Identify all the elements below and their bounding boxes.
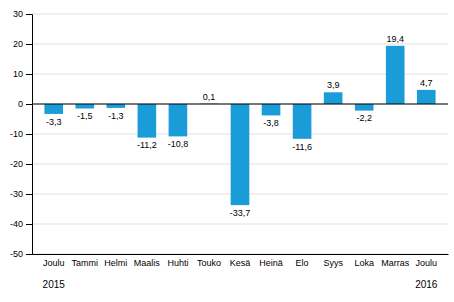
x-tick: Kesä: [230, 258, 251, 268]
y-tick-label: -10: [10, 129, 23, 139]
x-tick-label: Maalis: [134, 258, 161, 268]
x-tick-label: Touko: [197, 258, 221, 268]
bar: [231, 104, 250, 205]
x-tick-label: Helmi: [104, 258, 127, 268]
y-tick-label: 30: [13, 9, 23, 19]
x-tick-label: Joulu: [416, 258, 438, 268]
bars: [44, 46, 435, 205]
zero-line: [32, 104, 448, 105]
y-axis-line: [26, 15, 33, 255]
x-tick-label: Marras: [381, 258, 410, 268]
y-tick-mark: [26, 44, 32, 45]
x-tick: Heinä: [259, 258, 283, 268]
x-tick: Joulu: [43, 258, 65, 268]
x-axis-line: [33, 254, 449, 255]
x-tick: Elo: [296, 258, 309, 268]
data-labels: -3,3 -1,5 -1,3 -11,2 -10,8 0,1 -33,7 -3,8 -11,6 3…: [46, 34, 433, 218]
data-label: -11,2: [137, 140, 157, 150]
y-tick-mark: [26, 224, 32, 225]
y-tick: 20: [13, 39, 32, 49]
y-tick-mark: [26, 14, 32, 15]
grid-line: [32, 254, 448, 255]
data-label: -3,8: [263, 118, 279, 128]
y-tick-label: 10: [13, 69, 23, 79]
x-tick-label: Huhti: [167, 258, 188, 268]
grid: [32, 14, 448, 254]
annotations: 2015 2016: [43, 279, 438, 290]
y-tick: -10: [10, 129, 32, 139]
bar: [138, 104, 157, 138]
y-tick-label: -50: [10, 249, 23, 259]
annotation: 2015: [43, 279, 66, 290]
y-tick-mark: [26, 194, 32, 195]
y-tick: -40: [10, 219, 32, 229]
x-axis: Joulu Tammi Helmi Maalis Huhti Touko Kesä Heinä…: [33, 255, 449, 269]
x-tick: Syys: [323, 258, 343, 268]
data-label: -1,3: [108, 111, 124, 121]
chart: -50 -40 -30 -20 -10 0 10 20 30 Joulu Tammi Helmi Maa…: [0, 0, 454, 302]
x-tick-label: Heinä: [259, 258, 283, 268]
x-tick: Joulu: [416, 258, 438, 268]
bar: [107, 104, 126, 108]
data-label: 19,4: [386, 34, 404, 44]
bar: [44, 104, 63, 114]
y-tick-label: -30: [10, 189, 23, 199]
grid-line: [32, 224, 448, 225]
bar: [386, 46, 405, 104]
x-tick-label: Syys: [323, 258, 343, 268]
y-tick-label: 20: [13, 39, 23, 49]
x-tick: Touko: [197, 258, 221, 268]
x-tick-label: Kesä: [230, 258, 251, 268]
x-tick-label: Elo: [296, 258, 309, 268]
data-label: -1,5: [77, 111, 93, 121]
y-tick-label: -40: [10, 219, 23, 229]
x-tick: Helmi: [104, 258, 127, 268]
bar: [262, 104, 281, 115]
y-tick-mark: [26, 134, 32, 135]
data-label: -2,2: [356, 113, 372, 123]
y-axis: -50 -40 -30 -20 -10 0 10 20 30: [10, 9, 33, 259]
x-tick-label: Tammi: [72, 258, 99, 268]
data-label: 3,9: [327, 80, 340, 90]
x-tick: Marras: [381, 258, 410, 268]
x-tick-label: Loka: [354, 258, 374, 268]
x-tick: Maalis: [134, 258, 161, 268]
y-tick: -20: [10, 159, 32, 169]
y-tick-mark: [26, 74, 32, 75]
y-tick: 0: [18, 99, 32, 109]
plot: -50 -40 -30 -20 -10 0 10 20 30 Joulu Tammi Helmi Maa…: [10, 9, 449, 290]
y-tick: 30: [13, 9, 32, 19]
grid-line: [32, 14, 448, 15]
bar: [355, 104, 374, 111]
y-tick-mark: [26, 164, 32, 165]
y-tick: 10: [13, 69, 32, 79]
y-tick: -50: [10, 249, 32, 259]
grid-line: [32, 104, 448, 105]
x-tick: Huhti: [167, 258, 188, 268]
bar: [169, 104, 188, 136]
bar: [324, 92, 343, 104]
x-tick: Loka: [354, 258, 374, 268]
data-label: -10,8: [168, 139, 189, 149]
grid-line: [32, 74, 448, 75]
data-label: 4,7: [420, 78, 433, 88]
bar: [293, 104, 312, 139]
bar: [417, 90, 436, 104]
data-label: 0,1: [203, 92, 216, 102]
y-tick-mark: [26, 104, 32, 105]
data-label: -3,3: [46, 117, 62, 127]
bar: [75, 104, 94, 109]
y-tick: -30: [10, 189, 32, 199]
x-tick: Tammi: [72, 258, 99, 268]
x-tick-label: Joulu: [43, 258, 65, 268]
annotation: 2016: [415, 279, 438, 290]
y-tick-label: -20: [10, 159, 23, 169]
data-label: -11,6: [292, 142, 312, 152]
data-label: -33,7: [230, 208, 251, 218]
y-tick-label: 0: [18, 99, 23, 109]
y-tick-mark: [26, 254, 32, 255]
